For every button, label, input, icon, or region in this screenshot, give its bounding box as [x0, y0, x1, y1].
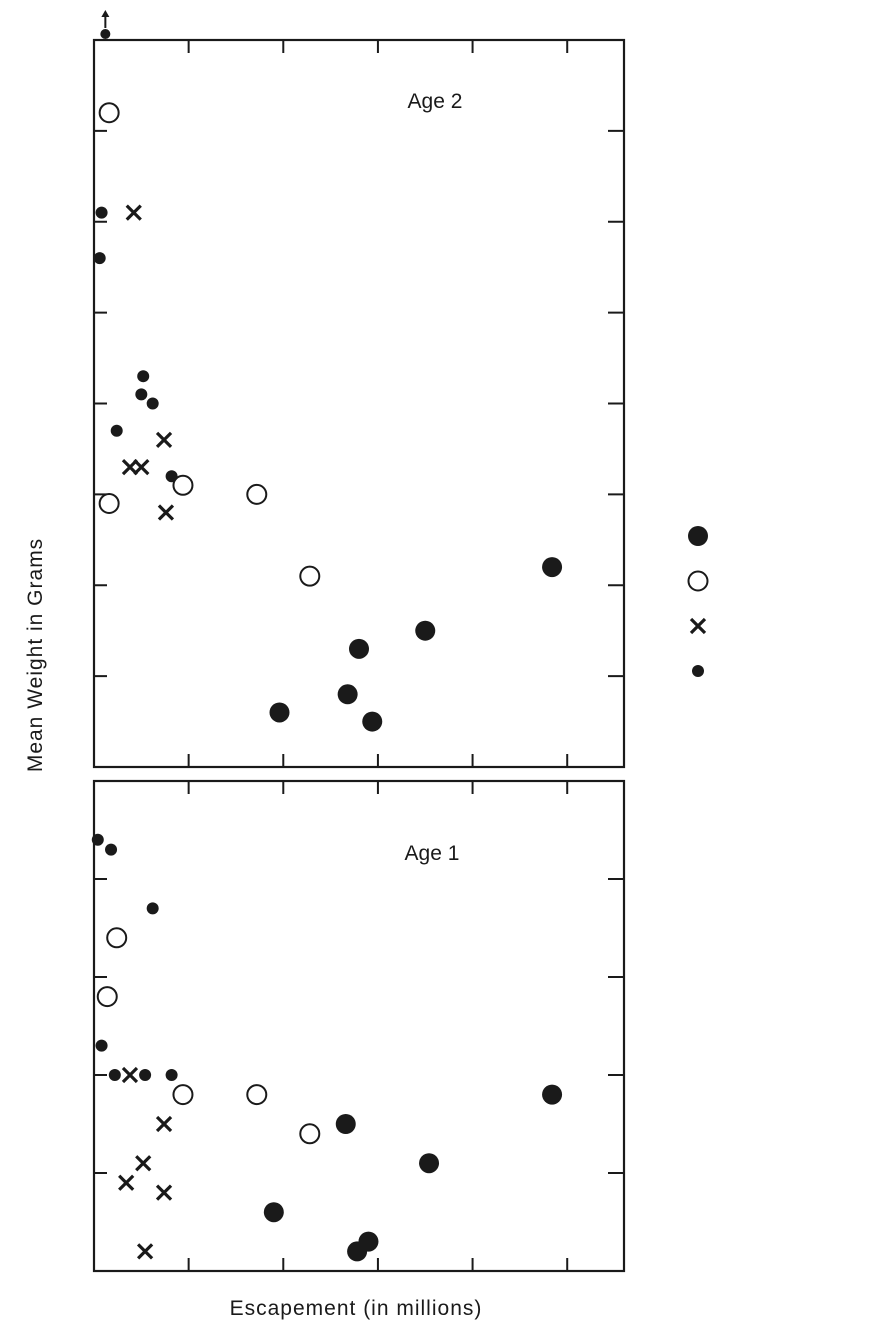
panel-age-1-ticks	[93, 781, 624, 1272]
legend	[687, 526, 709, 677]
point-peak	[542, 557, 563, 578]
point-pre-peak	[172, 474, 194, 496]
point-other	[105, 843, 118, 856]
point-other	[108, 1069, 121, 1081]
point-other	[165, 470, 178, 483]
point-peak	[335, 1114, 356, 1134]
point-other	[139, 1069, 152, 1081]
panel-age-1-marks	[91, 833, 563, 1262]
point-other	[146, 902, 159, 915]
point-peak	[337, 684, 358, 705]
point-peak	[542, 1084, 563, 1105]
point-post-peak	[135, 1155, 152, 1172]
point-pre-peak	[246, 1084, 268, 1106]
point-pre-peak	[246, 483, 268, 505]
point-pre-peak	[96, 986, 118, 1008]
point-peak	[349, 638, 369, 659]
point-post-peak	[125, 204, 142, 221]
legend-marker-post-peak	[689, 617, 707, 635]
legend-marker-other	[692, 665, 704, 677]
point-off-scale-other	[100, 29, 111, 39]
point-pre-peak	[98, 492, 120, 514]
point-other	[110, 424, 123, 437]
point-post-peak	[155, 1184, 173, 1201]
point-post-peak	[133, 458, 150, 476]
point-post-peak	[118, 1174, 135, 1191]
point-other	[137, 370, 150, 383]
y-axis-label: Mean Weight in Grams	[24, 538, 47, 772]
panel-age-2-marks	[93, 10, 563, 732]
point-pre-peak	[299, 1123, 321, 1145]
point-other	[165, 1069, 178, 1081]
off-scale-arrow-head	[101, 10, 110, 17]
panel-age-2: Age 2	[92, 10, 626, 769]
panel-age-1-frame	[92, 779, 626, 1273]
point-peak	[362, 711, 383, 732]
point-other	[135, 388, 148, 401]
x-axis-label: Escapement (in millions)	[230, 1297, 483, 1320]
point-peak	[269, 702, 290, 723]
point-peak	[419, 1153, 440, 1174]
point-post-peak	[155, 431, 173, 448]
point-peak	[358, 1231, 379, 1252]
panel-age-1-label: Age 1	[405, 842, 460, 865]
point-post-peak	[157, 504, 175, 521]
point-pre-peak	[106, 927, 128, 949]
panel-age-1: Age 1	[91, 779, 626, 1273]
point-post-peak	[121, 1066, 139, 1084]
point-pre-peak	[299, 565, 321, 587]
point-post-peak	[136, 1243, 154, 1260]
point-pre-peak	[172, 1084, 194, 1106]
point-other	[91, 833, 104, 846]
point-other	[146, 397, 159, 410]
legend-marker-peak	[688, 526, 708, 546]
panel-age-2-label: Age 2	[408, 90, 463, 113]
point-other	[95, 1039, 108, 1052]
point-pre-peak	[98, 102, 120, 124]
panel-age-2-ticks	[93, 40, 624, 768]
point-peak	[263, 1202, 284, 1223]
point-other	[95, 206, 108, 219]
legend-marker-pre-peak	[687, 570, 709, 592]
point-other	[93, 252, 106, 265]
point-post-peak	[155, 1115, 173, 1133]
point-peak	[415, 620, 436, 641]
